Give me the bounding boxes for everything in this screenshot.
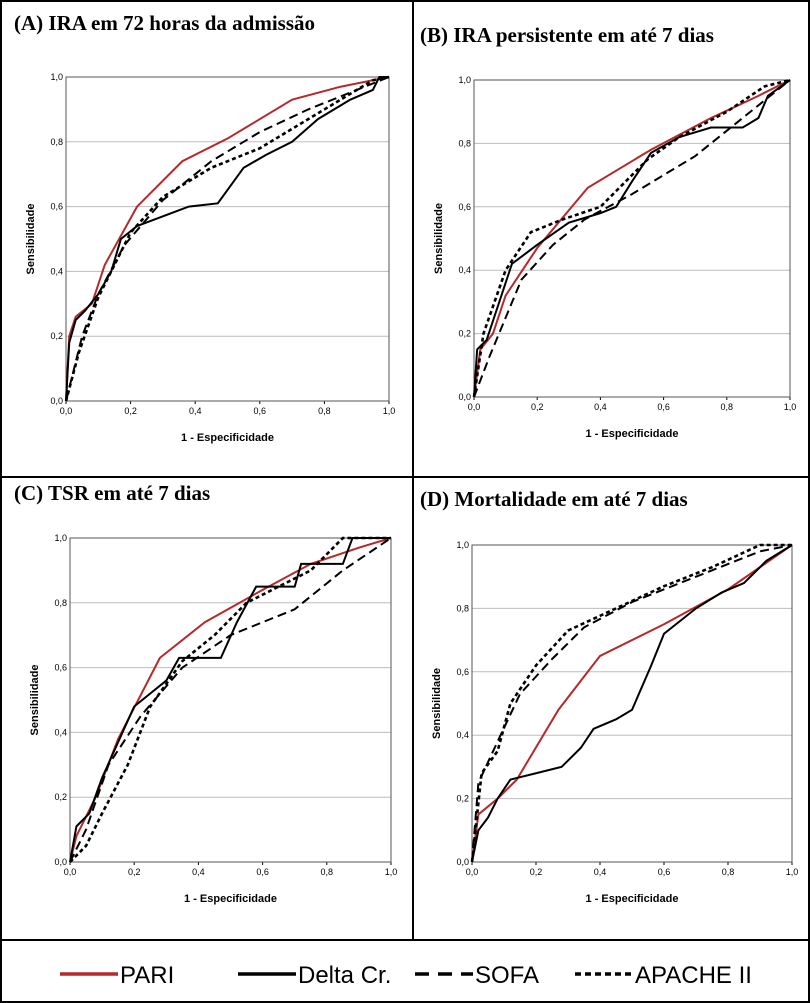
x-tick-label: 0,8: [722, 867, 735, 877]
roc-curve: [472, 78, 791, 398]
y-tick-label: 0,6: [50, 202, 63, 212]
y-tick-label: 0,6: [456, 667, 469, 677]
roc-curve: [64, 75, 390, 402]
x-tick-label: 1,0: [385, 867, 398, 877]
y-tick-label: 0,0: [54, 857, 67, 867]
roc-curve: [473, 79, 791, 398]
x-tick-label: 0,8: [318, 406, 331, 416]
y-tick-label: 0,2: [54, 792, 67, 802]
y-tick-label: 0,0: [458, 392, 471, 402]
plot-frame: [473, 79, 791, 398]
x-tick-label: 0,4: [192, 867, 205, 877]
x-tick-label: 0,2: [530, 867, 543, 877]
y-tick-label: 1,0: [54, 533, 67, 543]
roc-curve: [69, 536, 391, 863]
x-tick-label: 0,4: [594, 867, 607, 877]
roc-curve: [69, 537, 392, 863]
roc-curve: [65, 76, 390, 402]
panel-title: (A) IRA em 72 horas da admissão: [14, 11, 315, 35]
x-tick-label: 0,0: [468, 402, 481, 412]
panel-title: (B) IRA persistente em até 7 dias: [420, 23, 714, 47]
legend-label: PARI: [120, 962, 174, 989]
x-tick-label: 1,0: [786, 867, 799, 877]
y-tick-label: 0,2: [456, 794, 469, 804]
x-tick-label: 0,6: [254, 406, 267, 416]
x-tick-label: 0,2: [128, 867, 141, 877]
x-tick-label: 0,0: [466, 867, 479, 877]
y-tick-label: 1,0: [50, 72, 63, 82]
roc-curve: [473, 79, 791, 398]
y-tick-label: 0,0: [456, 857, 469, 867]
x-axis-label: 1 - Especificidade: [586, 428, 679, 440]
x-tick-label: 0,8: [321, 867, 334, 877]
y-tick-label: 1,0: [456, 540, 469, 550]
x-axis-label: 1 - Especificidade: [181, 432, 274, 444]
y-tick-label: 0,6: [458, 202, 471, 212]
y-tick-label: 0,8: [50, 137, 63, 147]
roc-curve: [471, 544, 793, 863]
x-tick-label: 0,0: [64, 867, 77, 877]
x-tick-label: 0,0: [60, 406, 73, 416]
y-axis-label: Sensibilidade: [433, 203, 445, 274]
x-tick-label: 0,6: [657, 402, 670, 412]
x-tick-label: 0,2: [124, 406, 137, 416]
y-tick-label: 0,2: [458, 329, 471, 339]
x-tick-label: 0,8: [721, 402, 734, 412]
x-tick-label: 0,4: [189, 406, 202, 416]
y-tick-label: 0,8: [456, 603, 469, 613]
x-tick-label: 1,0: [383, 406, 396, 416]
roc-curve: [473, 79, 791, 398]
roc-curve: [69, 537, 392, 863]
x-axis-label: 1 - Especificidade: [586, 893, 679, 905]
y-tick-label: 0,4: [456, 730, 469, 740]
y-tick-label: 0,6: [54, 663, 67, 673]
plot-frame: [471, 544, 793, 863]
plot-frame: [65, 76, 390, 402]
legend-label: APACHE II: [635, 962, 752, 989]
y-tick-label: 0,4: [50, 266, 63, 276]
roc-curve: [65, 76, 389, 402]
y-tick-label: 1,0: [458, 75, 471, 85]
y-tick-label: 0,8: [54, 598, 67, 608]
y-axis-label: Sensibilidade: [431, 668, 443, 739]
y-tick-label: 0,4: [458, 265, 471, 275]
panel-title: (C) TSR em até 7 dias: [14, 481, 210, 505]
x-tick-label: 0,4: [594, 402, 607, 412]
y-axis-label: Sensibilidade: [29, 665, 41, 736]
legend-label: SOFA: [475, 962, 539, 989]
y-axis-label: Sensibilidade: [25, 204, 37, 275]
y-tick-label: 0,0: [50, 396, 63, 406]
x-tick-label: 0,6: [658, 867, 671, 877]
x-axis-label: 1 - Especificidade: [184, 893, 277, 905]
roc-curve: [471, 544, 793, 863]
panel-title: (D) Mortalidade em até 7 dias: [420, 487, 688, 511]
y-tick-label: 0,2: [50, 331, 63, 341]
roc-curve: [65, 76, 390, 402]
x-tick-label: 0,6: [256, 867, 269, 877]
y-tick-label: 0,8: [458, 138, 471, 148]
roc-curve: [471, 544, 793, 863]
plot-frame: [69, 537, 392, 863]
x-tick-label: 0,2: [531, 402, 544, 412]
x-tick-label: 1,0: [784, 402, 797, 412]
legend-label: Delta Cr.: [298, 962, 391, 989]
roc-curve: [470, 543, 792, 863]
y-tick-label: 0,4: [54, 727, 67, 737]
roc-curve: [69, 537, 391, 863]
